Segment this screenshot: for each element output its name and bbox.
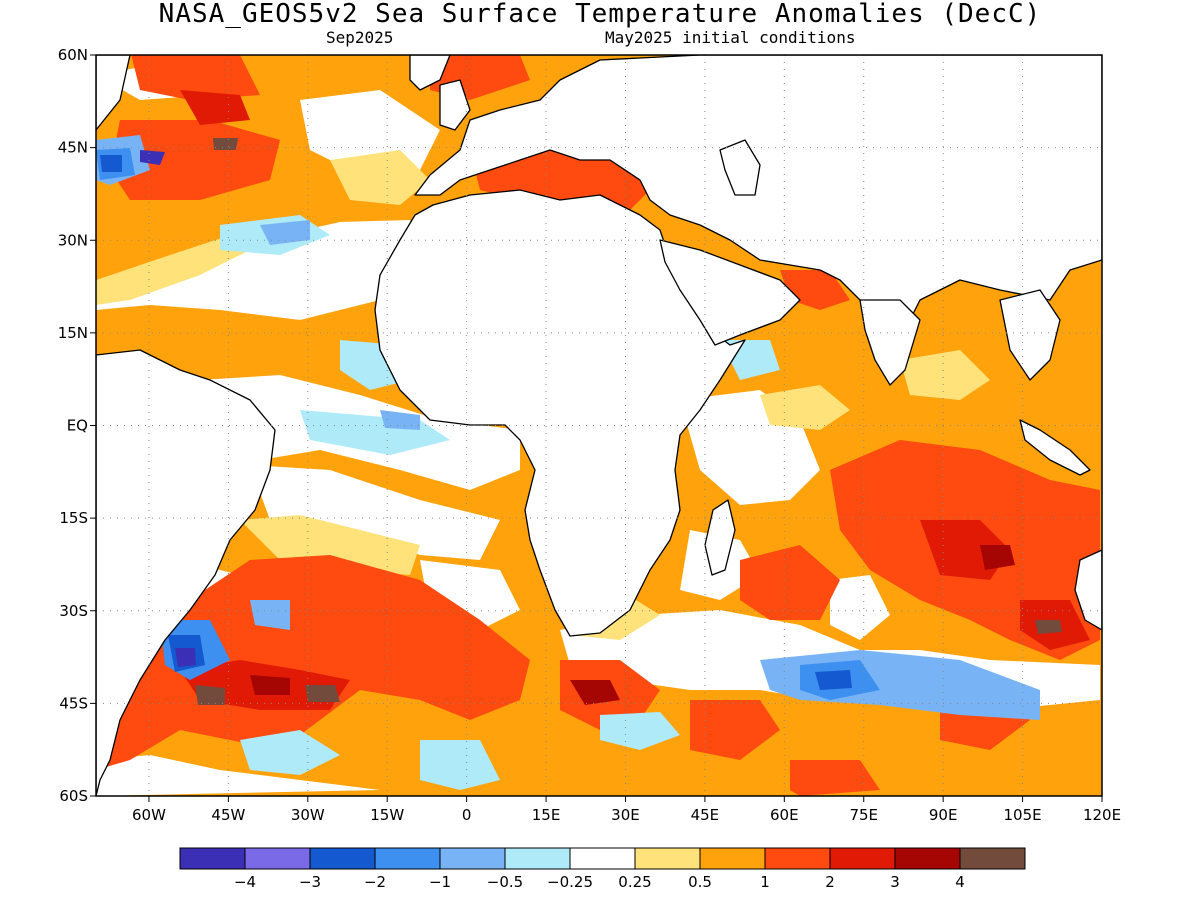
colorbar-label: −0.25	[547, 873, 593, 891]
very-strong-cool-regions	[140, 150, 196, 667]
colorbar-swatch	[829, 847, 896, 870]
lon-tick-label: 105E	[1004, 806, 1042, 824]
lon-tick-label: 90E	[929, 806, 958, 824]
lon-tick-label: 0	[462, 806, 472, 824]
colorbar-label: 1	[760, 873, 770, 891]
colorbar-swatch	[699, 847, 766, 870]
colorbar-swatch	[179, 847, 246, 870]
colorbar-label: −3	[299, 873, 321, 891]
colorbar-swatch	[764, 847, 831, 870]
colorbar-swatch	[569, 847, 636, 870]
lon-tick-label: 30W	[291, 806, 325, 824]
colorbar-label: −0.5	[487, 873, 523, 891]
lat-tick-label: EQ	[67, 417, 88, 435]
colorbar-label: 0.5	[688, 873, 712, 891]
lon-tick-label: 15E	[532, 806, 561, 824]
south-america-land	[96, 349, 276, 796]
lon-tick-label: 60E	[770, 806, 799, 824]
arabia-land	[659, 239, 801, 346]
lat-tick-label: 15N	[58, 324, 88, 342]
australia-land	[1074, 549, 1102, 631]
record-warm-regions	[195, 138, 1062, 705]
sumatra-land	[1019, 419, 1091, 476]
lat-tick-label: 45S	[59, 694, 88, 712]
africa-land	[374, 189, 746, 637]
lon-tick-label: 75E	[849, 806, 878, 824]
land-masses	[96, 55, 1102, 796]
lat-tick-label: 30N	[58, 231, 88, 249]
indochina-land	[999, 289, 1061, 381]
colorbar-label: 0.25	[618, 873, 651, 891]
axis-ticks: 60N 45N 30N 15N EQ 15S 30S 45S 60S 60W 45W 30W 15W 0 1…	[58, 46, 1121, 824]
lon-tick-label: 45E	[691, 806, 720, 824]
chart-title: NASA_GEOS5v2 Sea Surface Temperature Ano…	[158, 0, 1042, 29]
greenland-iceland-land	[409, 55, 451, 91]
uk-land	[439, 79, 471, 131]
map-area	[96, 55, 1102, 796]
india-land	[859, 299, 921, 386]
colorbar: −4 −3 −2 −1 −0.5 −0.25 0.25 0.5 1 2 3 4	[179, 847, 1026, 891]
colorbar-swatch	[244, 847, 311, 870]
lon-tick-label: 60W	[132, 806, 166, 824]
colorbar-swatch	[894, 847, 961, 870]
colorbar-swatch	[309, 847, 376, 870]
initial-conditions-label: May2025 initial conditions	[605, 28, 856, 47]
colorbar-label: 4	[955, 873, 965, 891]
colorbar-label: −2	[364, 873, 386, 891]
colorbar-label: 2	[825, 873, 835, 891]
lat-tick-label: 30S	[59, 602, 88, 620]
lon-tick-label: 30E	[611, 806, 640, 824]
extreme-warm-regions	[250, 545, 1015, 705]
colorbar-label: −1	[429, 873, 451, 891]
lat-tick-label: 45N	[58, 139, 88, 157]
colorbar-swatch	[374, 847, 441, 870]
lon-tick-label: 45W	[211, 806, 245, 824]
colorbar-swatch	[634, 847, 701, 870]
colorbar-swatch	[439, 847, 506, 870]
colorbar-swatch	[959, 847, 1026, 870]
forecast-month: Sep2025	[326, 28, 394, 47]
lon-tick-label: 15W	[370, 806, 404, 824]
lon-tick-label: 120E	[1083, 806, 1121, 824]
north-america-land	[96, 55, 131, 131]
colorbar-swatch	[504, 847, 571, 870]
lat-tick-label: 60N	[58, 46, 88, 64]
colorbar-label: 3	[890, 873, 900, 891]
colorbar-label: −4	[234, 873, 256, 891]
caspian-sea	[719, 139, 761, 196]
lat-tick-label: 60S	[59, 787, 88, 805]
lat-tick-label: 15S	[59, 509, 88, 527]
